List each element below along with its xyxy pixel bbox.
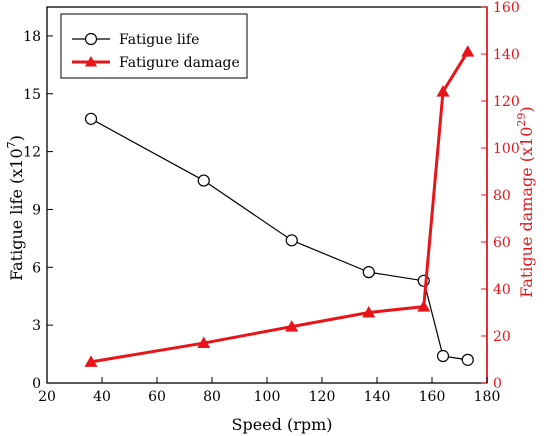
x-tick-label: 100 bbox=[254, 389, 281, 405]
fatigue-damage-point bbox=[461, 45, 475, 57]
left-y-tick-label: 9 bbox=[32, 202, 41, 218]
fatigue-life-point bbox=[84, 112, 98, 125]
x-tick-label: 80 bbox=[203, 389, 221, 405]
left-y-tick-label: 15 bbox=[23, 87, 41, 103]
right-axis-title-base: Fatigue damage (x10 bbox=[517, 127, 536, 298]
right-y-tick-label: 0 bbox=[493, 376, 502, 392]
legend: Fatigue life Fatigure damage bbox=[60, 13, 248, 79]
fatigue-damage-point bbox=[362, 306, 376, 318]
legend-label-fatigue-damage: Fatigure damage bbox=[119, 55, 240, 71]
x-tick-label: 160 bbox=[419, 389, 446, 405]
left-axis-title-suffix: ) bbox=[7, 135, 26, 141]
fatigue-life-point bbox=[436, 349, 450, 363]
legend-marker-fatigue-life bbox=[84, 32, 98, 46]
right-y-tick-label: 60 bbox=[493, 235, 511, 251]
x-tick-label: 140 bbox=[364, 389, 391, 405]
left-y-tick-label: 3 bbox=[32, 318, 41, 334]
fatigue-life-point bbox=[461, 353, 474, 366]
fatigue-life-point bbox=[197, 174, 210, 187]
right-y-tick-label: 80 bbox=[493, 188, 511, 204]
left-y-tick-label: 12 bbox=[23, 145, 41, 161]
fatigue-life-point bbox=[362, 266, 375, 279]
right-axis-title: Fatigue damage (x1029) bbox=[515, 106, 536, 297]
x-tick-label: 120 bbox=[309, 389, 336, 405]
x-tick-label: 60 bbox=[148, 389, 166, 405]
fatigue-life-point bbox=[285, 234, 298, 247]
right-y-tick-label: 100 bbox=[493, 141, 520, 157]
legend-box bbox=[60, 13, 248, 79]
legend-marker-fatigue-damage bbox=[85, 56, 97, 67]
left-y-tick-label: 6 bbox=[32, 260, 41, 276]
left-y-tick-label: 0 bbox=[32, 376, 41, 392]
fatigue-damage-point bbox=[417, 300, 431, 312]
x-axis-title: Speed (rpm) bbox=[231, 415, 332, 434]
legend-label-fatigue-life: Fatigue life bbox=[119, 32, 199, 48]
fatigue-damage-point bbox=[84, 355, 98, 367]
right-y-tick-label: 20 bbox=[493, 329, 511, 345]
left-y-tick-label: 18 bbox=[23, 29, 41, 45]
right-axis-title-exp: 29 bbox=[515, 113, 528, 127]
left-axis-title: Fatigue life (x107) bbox=[5, 135, 26, 281]
right-y-tick-label: 120 bbox=[493, 94, 520, 110]
fatigue-life-line bbox=[90, 118, 468, 361]
right-y-tick-label: 160 bbox=[493, 0, 520, 16]
right-axis-title-suffix: ) bbox=[517, 106, 536, 112]
left-axis-title-base: Fatigue life (x10 bbox=[7, 148, 26, 281]
fatigue-damage-point bbox=[285, 320, 299, 332]
x-tick-label: 180 bbox=[474, 389, 501, 405]
fatigue-damage-line bbox=[90, 50, 470, 364]
fatigue-damage-point bbox=[197, 336, 211, 349]
x-tick-label: 20 bbox=[38, 389, 56, 405]
x-tick-label: 40 bbox=[93, 389, 111, 405]
fatigue-damage-point bbox=[436, 85, 450, 97]
left-axis-title-exp: 7 bbox=[5, 141, 18, 148]
right-y-tick-label: 140 bbox=[493, 47, 520, 63]
right-y-tick-label: 40 bbox=[493, 282, 511, 298]
